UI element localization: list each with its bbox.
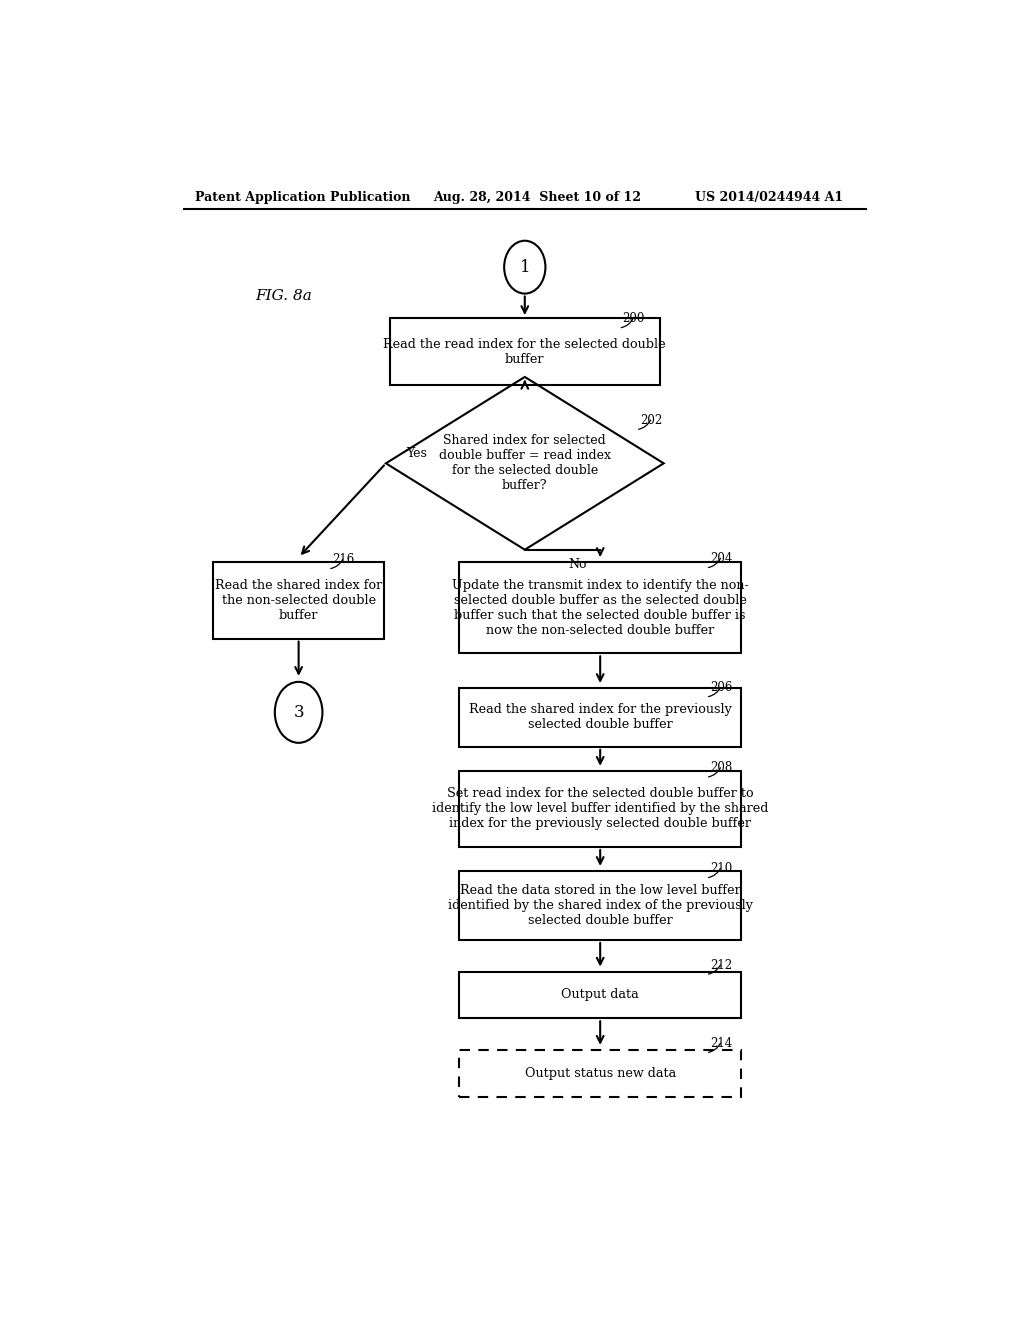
Bar (213, 562, 384, 639)
Text: Read the shared index for the previously
selected double buffer: Read the shared index for the previously… (469, 704, 731, 731)
Text: 1: 1 (519, 259, 530, 276)
Text: Output status new data: Output status new data (524, 1067, 676, 1080)
Text: 208: 208 (710, 762, 732, 775)
Text: Patent Application Publication: Patent Application Publication (196, 190, 411, 203)
Text: No: No (568, 558, 587, 572)
Text: 210: 210 (710, 862, 732, 875)
Text: FIG. 8a: FIG. 8a (255, 289, 312, 302)
Text: Update the transmit index to identify the non-
selected double buffer as the sel: Update the transmit index to identify th… (452, 578, 749, 636)
Text: 204: 204 (710, 552, 732, 565)
Text: Aug. 28, 2014  Sheet 10 of 12: Aug. 28, 2014 Sheet 10 of 12 (433, 190, 641, 203)
Text: Shared index for selected
double buffer = read index
for the selected double
buf: Shared index for selected double buffer … (439, 434, 610, 492)
Text: 202: 202 (640, 413, 663, 426)
Text: 3: 3 (293, 704, 304, 721)
Text: 212: 212 (710, 958, 732, 972)
Text: 216: 216 (332, 553, 354, 566)
Bar (460, 871, 741, 940)
Text: 200: 200 (623, 312, 645, 325)
Bar (460, 771, 741, 847)
Text: Yes: Yes (406, 446, 427, 459)
Bar (460, 688, 741, 747)
Bar (460, 972, 741, 1018)
Bar (460, 562, 741, 653)
Text: US 2014/0244944 A1: US 2014/0244944 A1 (695, 190, 844, 203)
Text: 214: 214 (710, 1036, 732, 1049)
Bar (390, 318, 659, 384)
Text: Read the read index for the selected double
buffer: Read the read index for the selected dou… (383, 338, 667, 366)
Bar (460, 1049, 741, 1097)
Text: Read the data stored in the low level buffer
identified by the shared index of t: Read the data stored in the low level bu… (447, 884, 753, 927)
Text: Read the shared index for
the non-selected double
buffer: Read the shared index for the non-select… (215, 579, 382, 622)
Text: Output data: Output data (561, 989, 639, 1002)
Text: Set read index for the selected double buffer to
identify the low level buffer i: Set read index for the selected double b… (432, 788, 768, 830)
Text: 206: 206 (710, 681, 732, 694)
